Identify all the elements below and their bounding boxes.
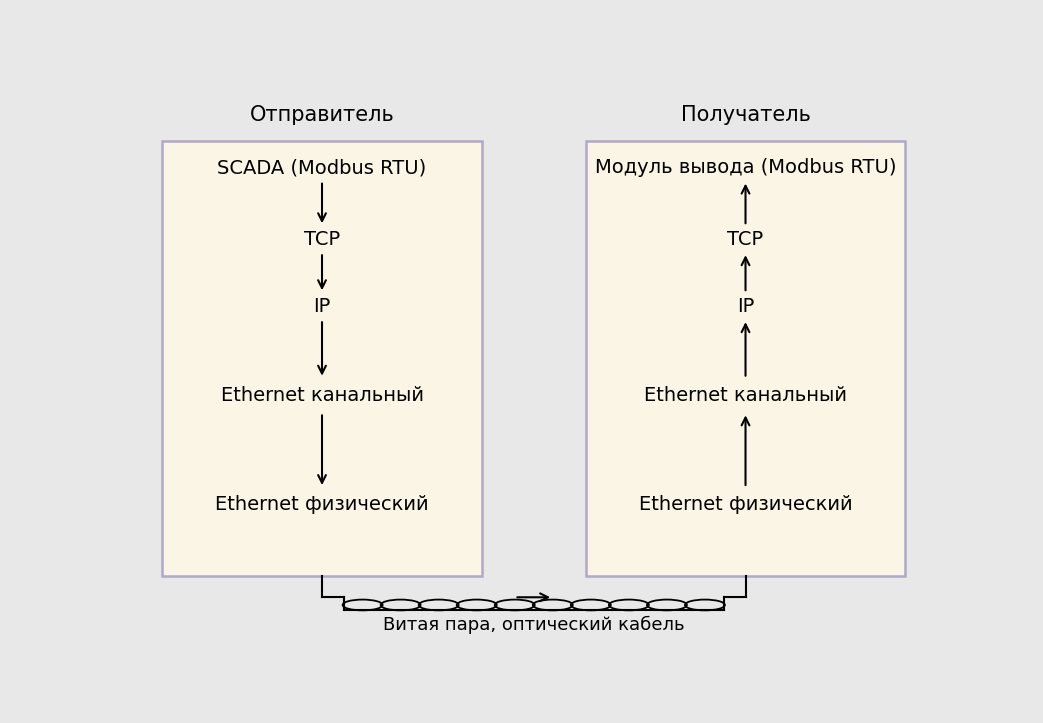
Text: Витая пара, оптический кабель: Витая пара, оптический кабель: [383, 616, 684, 634]
Text: Ethernet канальный: Ethernet канальный: [644, 386, 847, 405]
Text: Модуль вывода (Modbus RTU): Модуль вывода (Modbus RTU): [595, 158, 896, 177]
Text: Ethernet физический: Ethernet физический: [215, 495, 429, 514]
Text: SCADA (Modbus RTU): SCADA (Modbus RTU): [217, 158, 427, 177]
Text: Получатель: Получатель: [681, 106, 810, 125]
Text: TCP: TCP: [727, 230, 763, 249]
Text: IP: IP: [313, 296, 331, 316]
Text: Ethernet физический: Ethernet физический: [638, 495, 852, 514]
Text: Ethernet канальный: Ethernet канальный: [220, 386, 423, 405]
Text: Отправитель: Отправитель: [249, 106, 394, 125]
Text: TCP: TCP: [304, 230, 340, 249]
Text: IP: IP: [737, 296, 754, 316]
FancyBboxPatch shape: [163, 141, 482, 576]
FancyBboxPatch shape: [586, 141, 905, 576]
